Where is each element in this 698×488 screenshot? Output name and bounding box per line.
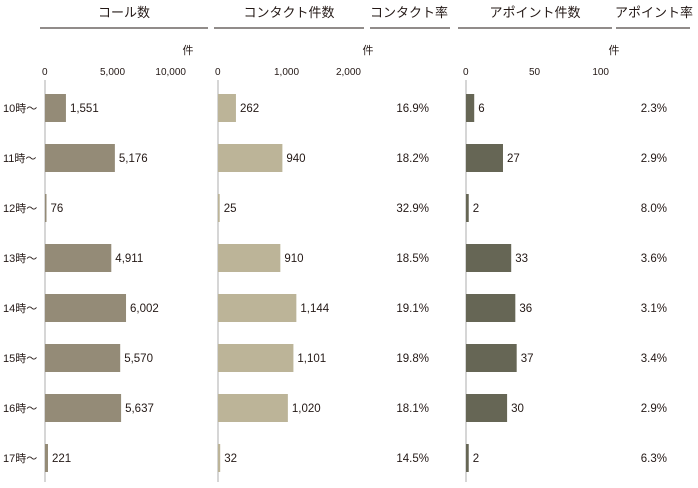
row-label-13h: 13時〜 [3, 252, 37, 265]
header-calls: コール数 [98, 5, 150, 20]
unit-label-appointments: 件 [609, 44, 620, 57]
bar-label-appointments-13h: 33 [515, 253, 528, 265]
bar-label-contacts-14h: 1,144 [300, 303, 329, 315]
tick-label-contacts: 1,000 [274, 67, 299, 78]
contact-rate-10h: 16.9% [396, 103, 429, 115]
bar-appointments-12h [466, 194, 469, 222]
row-label-11h: 11時〜 [3, 152, 36, 165]
unit-label-contacts: 件 [363, 44, 374, 57]
appointment-rate-12h: 8.0% [641, 203, 667, 215]
bar-appointments-15h [466, 344, 517, 372]
bar-label-contacts-15h: 1,101 [297, 353, 326, 365]
tick-label-appointments: 50 [529, 67, 541, 78]
bar-contacts-15h [218, 344, 294, 372]
tick-label-contacts: 0 [215, 67, 221, 78]
bar-label-appointments-15h: 37 [521, 353, 534, 365]
bar-appointments-10h [466, 94, 475, 122]
bar-label-contacts-13h: 910 [284, 253, 303, 265]
contact-rate-17h: 14.5% [396, 453, 429, 465]
appointment-rate-13h: 3.6% [641, 253, 667, 265]
appointment-rate-10h: 2.3% [641, 103, 667, 115]
bar-label-calls-15h: 5,570 [124, 353, 153, 365]
tick-label-calls: 0 [42, 67, 48, 78]
tick-label-appointments: 0 [463, 67, 469, 78]
appointment-rate-11h: 2.9% [641, 153, 667, 165]
bar-label-appointments-10h: 6 [478, 103, 484, 115]
bar-appointments-14h [466, 294, 516, 322]
row-label-14h: 14時〜 [3, 302, 37, 315]
bar-label-contacts-16h: 1,020 [292, 403, 321, 415]
bar-label-appointments-12h: 2 [473, 203, 479, 215]
header-contact-rate: コンタクト率 [370, 5, 448, 20]
bar-label-appointments-14h: 36 [519, 303, 532, 315]
bar-label-contacts-12h: 25 [224, 203, 237, 215]
appointment-rate-16h: 2.9% [641, 403, 667, 415]
bar-contacts-12h [218, 194, 220, 222]
bar-label-appointments-17h: 2 [473, 453, 479, 465]
bar-label-appointments-11h: 27 [507, 153, 520, 165]
bar-contacts-14h [218, 294, 297, 322]
tick-label-calls: 5,000 [100, 67, 125, 78]
bar-calls-14h [45, 294, 127, 322]
contact-rate-13h: 18.5% [396, 253, 429, 265]
bar-appointments-13h [466, 244, 512, 272]
contact-rate-15h: 19.8% [396, 353, 429, 365]
header-appointments: アポイント件数 [489, 5, 580, 20]
contact-rate-14h: 19.1% [396, 303, 429, 315]
row-label-17h: 17時〜 [3, 452, 37, 465]
bar-appointments-16h [466, 394, 508, 422]
bar-appointments-11h [466, 144, 503, 172]
bar-calls-15h [45, 344, 121, 372]
bar-label-calls-13h: 4,911 [115, 253, 143, 265]
bar-calls-11h [45, 144, 115, 172]
contact-rate-12h: 32.9% [396, 203, 429, 215]
bar-contacts-10h [218, 94, 236, 122]
unit-label-calls: 件 [183, 44, 194, 57]
bar-label-calls-17h: 221 [52, 453, 71, 465]
bar-label-calls-16h: 5,637 [125, 403, 154, 415]
row-label-12h: 12時〜 [3, 202, 37, 215]
bar-label-calls-14h: 6,002 [130, 303, 159, 315]
bar-label-contacts-11h: 940 [286, 153, 305, 165]
tick-label-contacts: 2,000 [336, 67, 361, 78]
header-contacts: コンタクト件数 [243, 5, 334, 20]
row-label-15h: 15時〜 [3, 352, 37, 365]
bar-label-contacts-10h: 262 [240, 103, 259, 115]
contact-rate-16h: 18.1% [396, 403, 429, 415]
row-label-16h: 16時〜 [3, 402, 37, 415]
bar-contacts-11h [218, 144, 283, 172]
contact-rate-11h: 18.2% [396, 153, 429, 165]
bar-label-calls-11h: 5,176 [119, 153, 148, 165]
bar-calls-12h [45, 194, 47, 222]
bar-label-calls-12h: 76 [51, 203, 64, 215]
bar-contacts-13h [218, 244, 281, 272]
header-appointment-rate: アポイント率 [615, 5, 693, 20]
bar-label-contacts-17h: 32 [224, 453, 237, 465]
bar-contacts-17h [218, 444, 221, 472]
bar-calls-17h [45, 444, 48, 472]
appointment-rate-14h: 3.1% [641, 303, 667, 315]
appointment-rate-17h: 6.3% [641, 453, 667, 465]
bar-label-calls-10h: 1,551 [70, 103, 99, 115]
appointment-rate-15h: 3.4% [641, 353, 667, 365]
bar-calls-13h [45, 244, 112, 272]
bar-appointments-17h [466, 444, 469, 472]
bar-calls-16h [45, 394, 122, 422]
tick-label-calls: 10,000 [155, 67, 186, 78]
bar-calls-10h [45, 94, 66, 122]
bar-contacts-16h [218, 394, 288, 422]
bar-label-appointments-16h: 30 [511, 403, 524, 415]
tick-label-appointments: 100 [592, 67, 609, 78]
row-label-10h: 10時〜 [3, 102, 37, 115]
